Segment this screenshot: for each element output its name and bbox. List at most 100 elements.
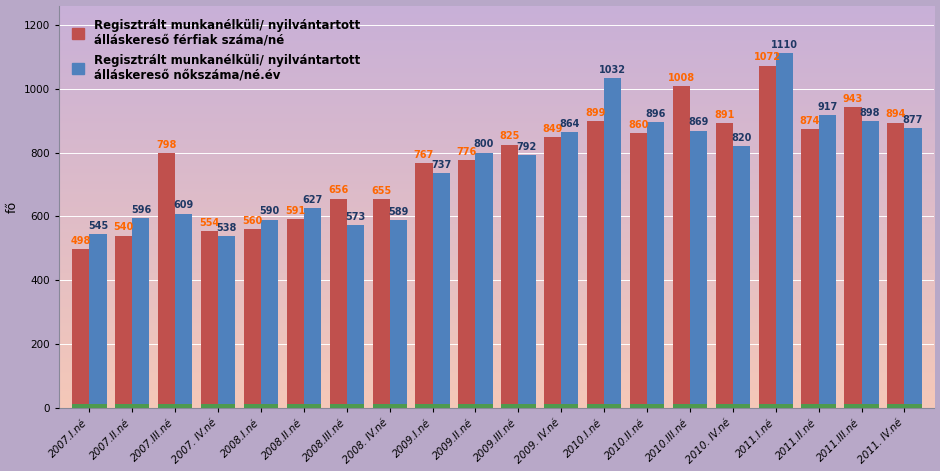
Text: 894: 894 [885,109,906,119]
Bar [330,404,347,408]
Bar [887,404,904,408]
Bar [261,404,278,408]
Bar [604,404,621,408]
Text: 800: 800 [474,139,494,149]
Text: 596: 596 [131,204,151,215]
Text: 737: 737 [431,160,451,170]
Bar [587,404,604,408]
Bar [561,132,578,408]
Bar [733,404,750,408]
Bar [158,153,175,408]
Bar [715,123,733,408]
Bar [715,404,733,408]
Text: 1032: 1032 [599,65,626,75]
Bar [887,122,904,408]
Text: 864: 864 [559,119,580,129]
Bar [518,404,536,408]
Bar [459,404,476,408]
Text: 877: 877 [902,115,923,125]
Bar [347,225,364,408]
Text: 917: 917 [817,102,838,112]
Text: 899: 899 [586,108,605,118]
Text: 590: 590 [259,206,280,217]
Bar [390,404,407,408]
Bar [72,249,89,408]
Bar [116,404,133,408]
Bar [844,107,862,408]
Text: 545: 545 [87,221,108,231]
Bar [647,122,665,408]
Text: 538: 538 [216,223,237,233]
Bar [819,404,836,408]
Bar [759,65,776,408]
Text: 874: 874 [800,116,821,126]
Text: 591: 591 [285,206,306,216]
Bar [802,129,819,408]
Text: 1110: 1110 [771,41,798,50]
Bar [287,404,304,408]
Text: 896: 896 [646,109,666,119]
Text: 898: 898 [860,108,881,118]
Bar [690,404,707,408]
Bar [133,404,149,408]
Bar [390,220,407,408]
Text: 1008: 1008 [667,73,695,83]
Text: 869: 869 [688,117,709,127]
Bar [476,404,493,408]
Text: 798: 798 [156,140,177,150]
Bar [518,155,536,408]
Text: 609: 609 [174,201,194,211]
Bar [604,79,621,408]
Bar [432,404,449,408]
Bar [89,404,106,408]
Bar [89,234,106,408]
Bar [201,231,218,408]
Bar [175,404,193,408]
Y-axis label: fő: fő [6,201,19,213]
Bar [243,229,261,408]
Bar [904,404,921,408]
Bar [561,404,578,408]
Bar [133,218,149,408]
Bar [415,404,432,408]
Bar [544,404,561,408]
Bar [304,404,321,408]
Bar [372,404,390,408]
Legend: Regisztrált munkanélküli/ nyilvántartott
álláskereső férfiak száma/né, Regisztrá: Regisztrált munkanélküli/ nyilvántartott… [65,11,367,89]
Text: 792: 792 [517,142,537,152]
Bar [218,404,235,408]
Bar [647,404,665,408]
Bar [862,404,879,408]
Bar [347,404,364,408]
Text: 849: 849 [542,124,563,134]
Text: 891: 891 [714,110,734,120]
Bar [904,128,921,408]
Bar [304,208,321,408]
Bar [802,404,819,408]
Bar [776,404,793,408]
Bar [501,404,518,408]
Text: 655: 655 [371,186,391,196]
Text: 573: 573 [345,212,366,222]
Bar [759,404,776,408]
Bar [72,404,89,408]
Bar [459,160,476,408]
Bar [287,219,304,408]
Bar [116,236,133,408]
Bar [587,121,604,408]
Bar [776,54,793,408]
Bar [733,146,750,408]
Text: 560: 560 [243,216,262,226]
Text: 776: 776 [457,147,477,157]
Text: 860: 860 [628,120,649,130]
Text: 589: 589 [388,207,409,217]
Bar [175,214,193,408]
Text: 627: 627 [303,195,322,205]
Bar [544,137,561,408]
Bar [415,163,432,408]
Text: 656: 656 [328,186,349,195]
Bar [673,86,690,408]
Bar [261,219,278,408]
Text: 1072: 1072 [754,52,780,63]
Bar [476,153,493,408]
